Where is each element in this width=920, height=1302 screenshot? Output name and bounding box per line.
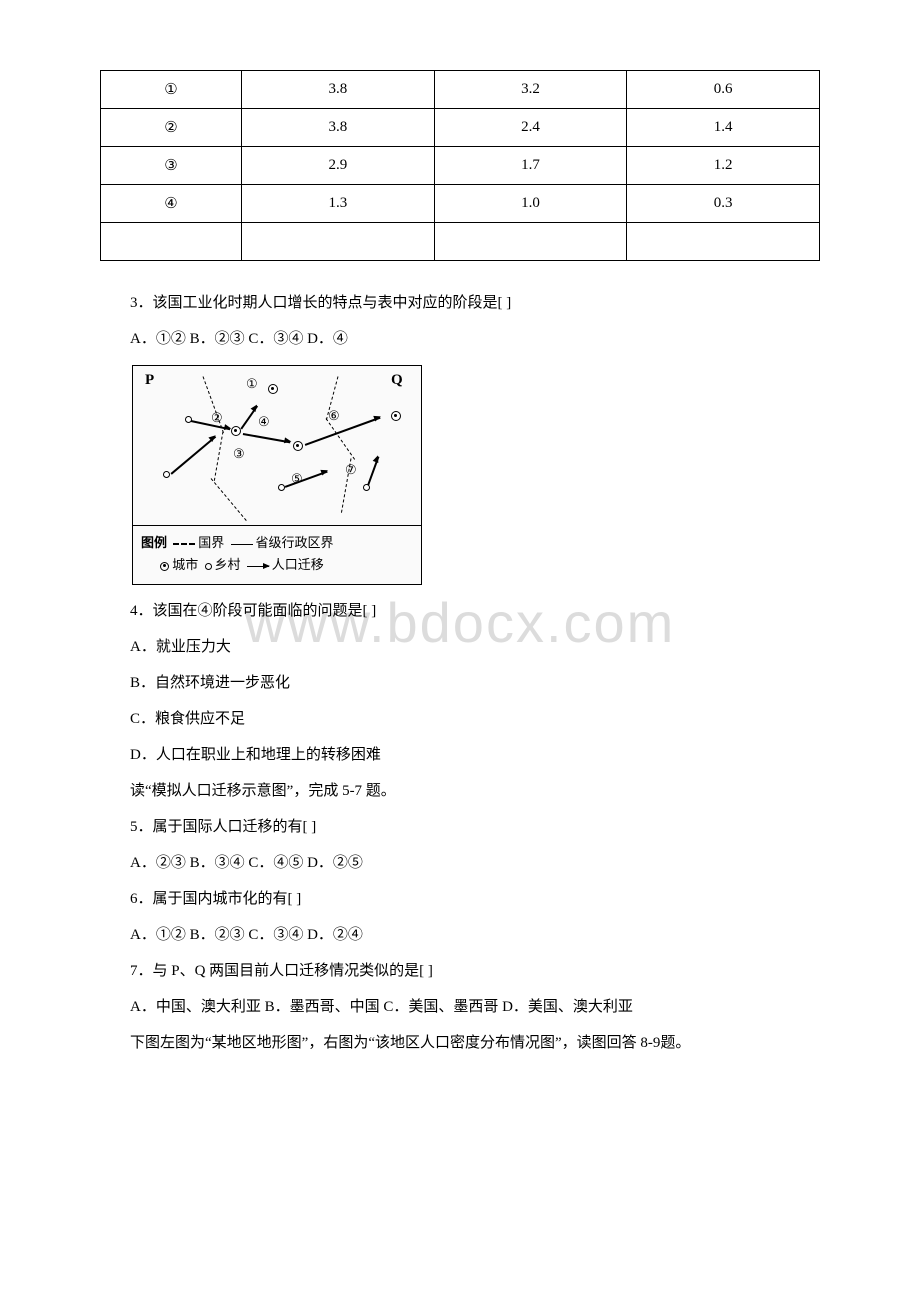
table-cell: 3.8	[241, 71, 434, 109]
num-label-2: ②	[211, 410, 223, 426]
table-row: ② 3.8 2.4 1.4	[101, 109, 820, 147]
label-p: P	[145, 372, 154, 389]
table-cell: 0.6	[627, 71, 820, 109]
table-cell: ④	[101, 185, 242, 223]
table-cell-empty	[241, 223, 434, 261]
table-cell: 3.8	[241, 109, 434, 147]
border-line	[211, 478, 247, 521]
legend-prov-label: 省级行政区界	[256, 535, 334, 550]
lead-8-9: 下图左图为“某地区地形图”，右图为“该地区人口密度分布情况图”，读图回答 8-9…	[100, 1025, 820, 1061]
table-cell: ③	[101, 147, 242, 185]
question-4-option-a: A．就业压力大	[100, 629, 820, 665]
village-node	[163, 471, 170, 478]
legend-title: 图例	[141, 535, 167, 550]
question-4-option-c: C．粮食供应不足	[100, 701, 820, 737]
question-4-option-d: D．人口在职业上和地理上的转移困难	[100, 737, 820, 773]
num-label-6: ⑥	[328, 408, 340, 424]
migration-arrow	[171, 436, 216, 474]
diagram-main-area: P Q	[133, 366, 421, 526]
city-node	[293, 441, 303, 451]
question-7-stem: 7．与 P、Q 两国目前人口迁移情况类似的是[ ]	[100, 953, 820, 989]
question-4-stem: 4．该国在④阶段可能面临的问题是[ ]	[100, 593, 820, 629]
migration-diagram: P Q	[132, 365, 422, 585]
label-q: Q	[391, 372, 403, 389]
table-cell: 2.9	[241, 147, 434, 185]
question-4-option-b: B．自然环境进一步恶化	[100, 665, 820, 701]
table-cell: ①	[101, 71, 242, 109]
table-cell: 0.3	[627, 185, 820, 223]
question-5-options: A．②③ B．③④ C．④⑤ D．②⑤	[100, 845, 820, 881]
table-cell: ②	[101, 109, 242, 147]
migration-arrow	[240, 405, 257, 429]
border-line	[326, 418, 355, 460]
table-cell: 1.0	[434, 185, 627, 223]
question-7-options: A．中国、澳大利亚 B．墨西哥、中国 C．美国、墨西哥 D．美国、澳大利亚	[100, 989, 820, 1025]
num-label-1: ①	[246, 376, 258, 392]
question-3-options: A．①② B．②③ C．③④ D．④	[100, 321, 820, 357]
num-label-3: ③	[233, 446, 245, 462]
migration-arrow	[243, 433, 291, 443]
migration-arrow	[367, 456, 379, 485]
legend-village-label: 乡村	[215, 557, 241, 572]
table-row: ④ 1.3 1.0 0.3	[101, 185, 820, 223]
legend-prov-icon	[231, 544, 253, 545]
num-label-7: ⑦	[345, 462, 357, 478]
question-5-stem: 5．属于国际人口迁移的有[ ]	[100, 809, 820, 845]
lead-5-7: 读“模拟人口迁移示意图”，完成 5-7 题。	[100, 773, 820, 809]
table-row: ③ 2.9 1.7 1.2	[101, 147, 820, 185]
village-node	[363, 484, 370, 491]
table-cell: 1.4	[627, 109, 820, 147]
city-node	[391, 411, 401, 421]
document-content: ① 3.8 3.2 0.6 ② 3.8 2.4 1.4 ③ 2.9 1.7 1.…	[100, 70, 820, 1061]
table-cell-empty	[434, 223, 627, 261]
city-node	[268, 384, 278, 394]
table-cell: 1.7	[434, 147, 627, 185]
table-cell-empty	[101, 223, 242, 261]
table-cell: 1.3	[241, 185, 434, 223]
legend-village-icon	[205, 563, 212, 570]
legend-city-label: 城市	[172, 557, 198, 572]
data-table: ① 3.8 3.2 0.6 ② 3.8 2.4 1.4 ③ 2.9 1.7 1.…	[100, 70, 820, 261]
diagram-legend: 图例 国界 省级行政区界 例 城市 乡村 人口迁移	[133, 526, 421, 582]
table-cell-empty	[627, 223, 820, 261]
question-6-stem: 6．属于国内城市化的有[ ]	[100, 881, 820, 917]
table-row-empty	[101, 223, 820, 261]
legend-border-label: 国界	[198, 535, 224, 550]
table-row: ① 3.8 3.2 0.6	[101, 71, 820, 109]
legend-city-icon	[160, 562, 169, 571]
legend-border-icon	[173, 543, 195, 545]
question-6-options: A．①② B．②③ C．③④ D．②④	[100, 917, 820, 953]
num-label-5: ⑤	[291, 471, 303, 487]
table-cell: 3.2	[434, 71, 627, 109]
legend-arrow-icon	[247, 566, 269, 567]
table-cell: 2.4	[434, 109, 627, 147]
table-cell: 1.2	[627, 147, 820, 185]
question-3-stem: 3．该国工业化时期人口增长的特点与表中对应的阶段是[ ]	[100, 285, 820, 321]
num-label-4: ④	[258, 414, 270, 430]
legend-migrate-label: 人口迁移	[272, 557, 324, 572]
